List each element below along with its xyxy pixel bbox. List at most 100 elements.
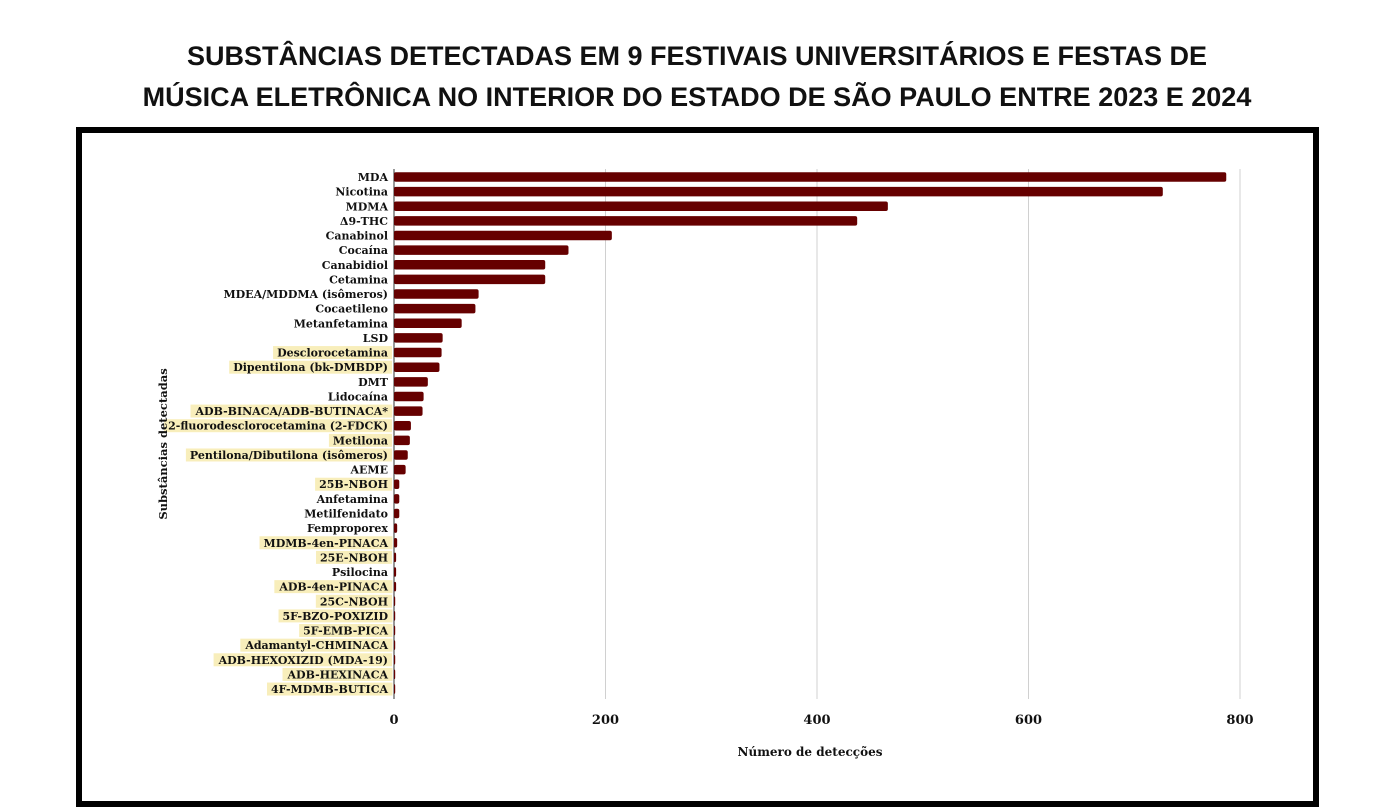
category-label: DMT [358,376,389,389]
bar [394,450,408,460]
category-label: Psilocina [332,566,388,579]
label-highlight [282,667,393,681]
category-label: Canabinol [326,230,388,243]
bar [394,625,396,636]
y-axis-title: Substâncias detectadas [156,368,170,519]
bar [394,172,1227,182]
bar [394,201,888,212]
category-label: Desclorocetamina [277,347,388,360]
bar [394,362,440,372]
bar [394,596,396,607]
bar [394,347,442,358]
label-highlight [315,477,392,491]
label-highlight [316,550,392,564]
label-highlight [240,638,393,652]
category-label: Metilona [333,434,388,447]
label-highlight [273,346,392,360]
category-label: 25B-NBOH [319,478,388,491]
bar [394,494,400,504]
x-tick-label: 800 [1226,713,1253,728]
bar [394,508,400,519]
category-label: MDA [358,171,389,184]
category-label: ADB-HEXOXIZID (MDA-19) [218,654,388,667]
category-label: 5F-EMB-PICA [303,625,388,638]
bar [394,567,397,577]
category-label: Adamantyl-CHMINACA [244,639,388,652]
bar [394,435,410,446]
label-highlight [185,448,392,462]
bar [394,318,462,329]
category-label: Anfetamina [316,493,388,506]
label-highlight [259,536,393,550]
category-label: 2-fluorodesclorocetamina (2-FDCK) [168,420,388,433]
category-label: Metilfenidato [304,507,388,520]
bar [394,420,411,431]
x-tick-label: 200 [592,713,619,728]
category-label: Lidocaína [328,390,388,403]
bar [394,289,479,299]
category-label: 25E-NBOH [320,551,388,564]
bar [394,274,546,285]
bar [394,230,612,241]
bar [394,303,476,314]
x-axis-title: Número de detecções [738,745,883,759]
x-tick-label: 600 [1015,713,1042,728]
bar [394,406,423,416]
category-label: AEME [350,464,388,477]
label-highlight [274,580,393,594]
category-label: ADB-HEXINACA [287,668,389,681]
bar [394,216,858,226]
category-label: Femproporex [307,522,388,535]
bar [394,684,396,694]
label-highlight [278,609,393,623]
category-label: Canabidiol [322,259,388,272]
label-highlight [266,682,393,696]
category-label: MDMA [346,200,389,213]
category-label: 4F-MDMB-BUTICA [271,683,388,696]
category-label: Pentilona/Dibutilona (isômeros) [190,449,388,462]
chart-title-line-2: MÚSICA ELETRÔNICA NO INTERIOR DO ESTADO … [142,82,1252,112]
chart-title: SUBSTÂNCIAS DETECTADAS EM 9 FESTIVAIS UN… [0,36,1394,118]
bar [394,377,428,387]
category-label: Metanfetamina [294,317,388,330]
bar [394,523,398,533]
bar [394,260,546,270]
label-highlight [213,653,392,667]
label-highlight [164,419,392,433]
bar [394,611,396,621]
category-label: MDEA/MDDMA (isômeros) [223,288,388,301]
label-highlight [229,360,392,374]
chart-frame: MDA Nicotina MDMA Δ9-THC Canabinol Cocaína Can… [76,127,1319,807]
x-tick-label: 400 [803,713,830,728]
category-label: Cocaína [339,244,388,257]
label-highlight [190,404,393,418]
bar [394,186,1163,197]
category-label: Cocaetileno [315,303,388,316]
label-highlight [315,594,392,608]
category-label: MDMB-4en-PINACA [264,537,389,550]
bar [394,245,569,255]
category-label: ADB-4en-PINACA [278,581,388,594]
bar [394,640,396,650]
category-label: 5F-BZO-POXIZID [283,610,389,623]
category-label: Dipentilona (bk-DMBDP) [233,361,388,374]
bar [394,333,443,343]
label-highlight [299,624,393,638]
x-tick-label: 0 [389,713,398,728]
category-label: Δ9-THC [340,215,388,228]
bar [394,581,397,592]
category-label: LSD [363,332,389,345]
bar [394,479,400,489]
category-label: Nicotina [335,186,388,199]
category-label: 25C-NBOH [320,595,388,608]
bar [394,655,396,665]
bar [394,538,398,548]
bar [394,669,396,680]
category-label: ADB-BINACA/ADB-BUTINACA* [195,405,389,418]
bar [394,391,424,402]
category-label: Cetamina [329,273,388,286]
label-highlight [328,433,392,447]
bar [394,464,406,475]
chart-title-line-1: SUBSTÂNCIAS DETECTADAS EM 9 FESTIVAIS UN… [186,41,1208,71]
